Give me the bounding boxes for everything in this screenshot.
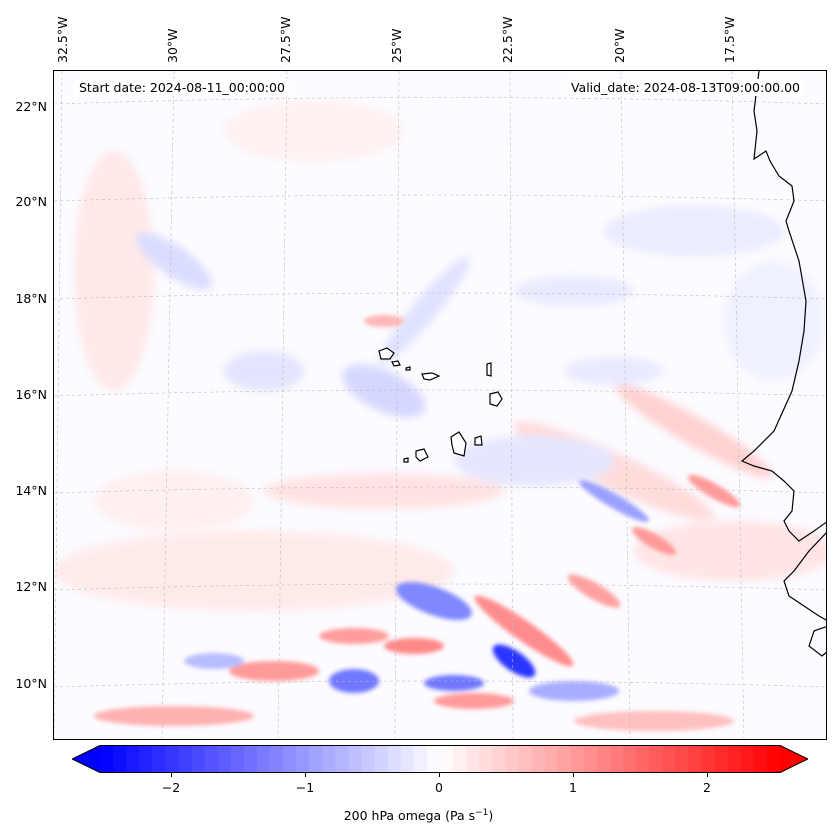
colorbar-segment [701,745,716,773]
colorbar-tick-mark [305,773,306,777]
colorbar-segment [126,745,140,773]
colorbar-segment [505,745,520,773]
lat-tick-label: 10°N [15,676,47,691]
colorbar-segment [675,745,690,773]
cape-verde-islands [378,347,503,463]
colorbar-segment [623,745,637,773]
colorbar-segment [426,745,441,773]
colorbar-segment [636,745,650,773]
colorbar-segment [348,745,363,773]
colorbar-segment [335,745,350,773]
colorbar-segment [361,745,376,773]
colorbar-segment [400,745,415,773]
colorbar-segment [152,745,166,773]
lon-tick-label: 27.5°W [278,16,293,63]
colorbar-segment [309,745,323,773]
colorbar-segment [727,745,742,773]
lat-tick-label: 16°N [15,387,47,402]
colorbar-segment [413,745,428,773]
colorbar-segment [557,745,572,773]
map-panel [53,70,827,740]
start-date-label: Start date: 2024-08-11_00:00:00 [75,79,289,96]
colorbar-segment [191,745,206,773]
valid-date-label: Valid_date: 2024-08-13T09:00:00.00 [566,79,804,96]
colorbar-segment [113,745,127,773]
lon-tick-label: 17.5°W [722,16,737,63]
lat-tick-label: 14°N [15,483,47,498]
colorbar-segment [204,745,219,773]
omega-field [54,71,826,739]
colorbar-extend-max [780,745,808,773]
omega-shading-strong [94,315,741,731]
colorbar-segment [296,745,310,773]
colorbar-segment [270,745,284,773]
omega-shading [54,101,826,611]
colorbar-segment [688,745,703,773]
colorbar-tick-label: −2 [161,780,181,795]
lat-tick-label: 22°N [15,99,47,114]
lat-tick-label: 20°N [15,194,47,209]
colorbar-segment [610,745,624,773]
colorbar-segment [466,745,480,773]
colorbar-segment [217,745,232,773]
colorbar-segment [531,745,546,773]
colorbar-segment [479,745,493,773]
lon-tick-label: 20°W [612,28,627,63]
colorbar-tick-mark [439,773,440,777]
colorbar-segment [544,745,559,773]
colorbar-tick-label: 1 [569,780,577,795]
lon-tick-label: 25°W [389,28,404,63]
lat-tick-label: 18°N [15,291,47,306]
colorbar-tick-label: −1 [295,780,315,795]
colorbar-graphic [70,745,810,773]
lon-tick-label: 32.5°W [55,16,70,63]
colorbar-label: 200 hPa omega (Pa s−1) [343,808,494,824]
colorbar-tick-mark [171,773,172,777]
colorbar-segment [596,745,611,773]
colorbar-segment [753,745,768,773]
colorbar-segment [100,745,114,773]
colorbar-segment [492,745,506,773]
colorbar-tick-mark [573,773,574,777]
colorbar-segment [387,745,402,773]
colorbar-segment [283,745,297,773]
colorbar-extend-min [72,745,100,773]
graticule [54,71,826,739]
colorbar-segment [662,745,676,773]
colorbar-tick-label: 0 [435,780,443,795]
lat-tick-label: 12°N [15,579,47,594]
colorbar-segment [256,745,271,773]
colorbar-tick-mark [707,773,708,777]
colorbar-segment [139,745,153,773]
coastline [740,71,826,657]
colorbar-segment [518,745,533,773]
colorbar-segment [740,745,755,773]
colorbar-segment [165,745,180,773]
colorbar-segment [178,745,193,773]
colorbar-segment [766,745,781,773]
colorbar-segment [374,745,389,773]
colorbar-tick-label: 2 [703,780,711,795]
lon-tick-label: 22.5°W [500,16,515,63]
colorbar-segment [583,745,598,773]
colorbar-segment [714,745,729,773]
colorbar-segment [230,745,245,773]
colorbar-segment [440,745,454,773]
colorbar [70,745,810,773]
colorbar-segment [453,745,467,773]
colorbar-segment [322,745,336,773]
lon-tick-label: 30°W [165,28,180,63]
colorbar-segment [243,745,258,773]
colorbar-segment [649,745,663,773]
colorbar-segment [570,745,585,773]
